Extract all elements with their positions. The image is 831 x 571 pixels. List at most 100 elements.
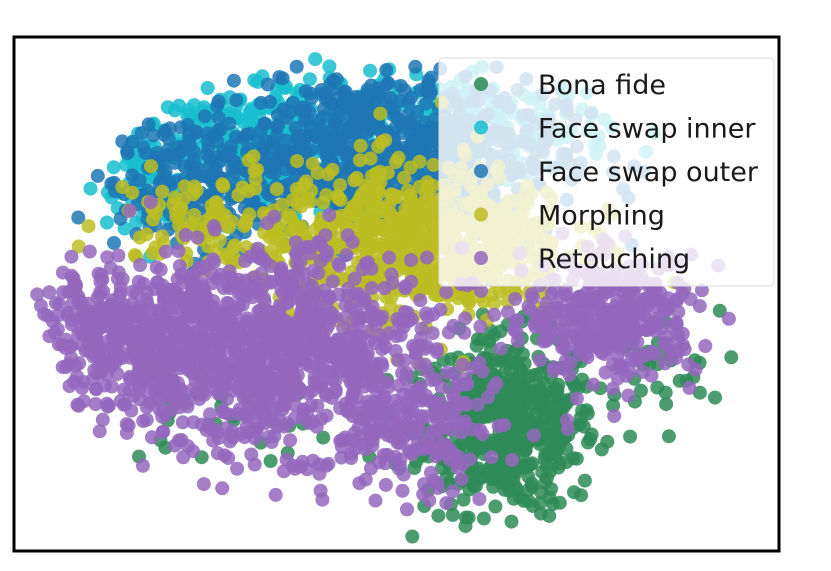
data-point [211,94,226,109]
data-point [458,311,473,326]
data-point [586,317,601,332]
data-point [248,422,262,437]
data-point [380,428,395,443]
data-point [262,378,277,393]
data-point [670,292,685,307]
data-point [211,431,226,446]
data-point [365,169,379,184]
data-point [556,361,570,376]
data-point [249,365,264,380]
legend-marker [474,77,488,91]
data-point [186,444,200,459]
data-point [155,184,170,199]
data-point [235,114,250,129]
data-point [112,343,127,358]
data-point [246,196,260,211]
data-point [429,345,444,359]
data-point [378,339,393,354]
data-point [659,397,674,412]
data-point [190,230,205,245]
data-point [178,228,193,242]
data-point [331,142,346,157]
data-point [552,290,567,305]
data-point [352,476,367,491]
data-point [30,287,45,302]
data-point [426,307,441,322]
data-point [682,380,697,395]
data-point [610,371,625,386]
data-point [305,156,320,171]
data-point [188,386,203,401]
data-point [342,120,357,135]
legend-item: Face swap inner [474,114,756,145]
data-point [50,309,65,323]
data-point [81,219,96,234]
data-point [698,339,713,353]
data-point [251,134,266,149]
data-point [450,449,465,464]
data-point [93,343,107,358]
legend-box [438,57,775,287]
data-point [420,183,435,198]
data-point [586,377,601,392]
data-point [370,117,384,132]
data-point [505,452,520,467]
data-point [333,178,348,193]
data-point [383,300,398,315]
data-point [229,93,244,108]
data-point [489,376,504,391]
data-point [675,326,690,341]
data-point [238,273,253,288]
data-point [492,284,507,299]
data-point [325,274,340,289]
data-point [176,275,191,290]
data-point [382,250,397,265]
data-point [508,479,523,494]
legend-label: Face swap inner [538,114,756,145]
data-point [253,123,268,138]
data-point [574,339,589,354]
data-point [375,309,390,324]
data-point [439,285,454,300]
data-point [521,482,536,497]
data-point [274,310,289,325]
data-point [282,338,297,353]
data-point [486,479,501,494]
data-point [542,508,557,523]
data-point [445,484,460,499]
data-point [398,279,413,294]
data-point [153,262,168,277]
legend-marker [474,164,488,178]
data-point [263,454,278,468]
data-point [310,398,325,413]
data-point [516,460,531,475]
data-point [395,418,410,433]
data-point [213,122,228,137]
data-point [319,249,334,263]
data-point [275,71,290,86]
data-point [423,84,438,99]
data-point [274,270,289,285]
data-point [319,188,334,203]
data-point [605,381,620,396]
data-point [526,428,541,443]
data-point [364,228,379,243]
data-point [524,287,539,302]
data-point [429,449,443,464]
data-point [58,340,73,355]
data-point [141,117,156,132]
data-point [605,304,620,319]
data-point [644,344,659,359]
data-point [708,390,722,405]
data-point [322,208,337,223]
data-point [205,299,220,314]
data-point [117,298,132,313]
data-point [484,450,499,465]
data-point [607,409,622,423]
data-point [250,405,265,420]
data-point [510,413,524,428]
data-point [445,507,460,522]
data-point [179,356,194,371]
data-point [186,308,201,323]
data-point [198,330,213,345]
